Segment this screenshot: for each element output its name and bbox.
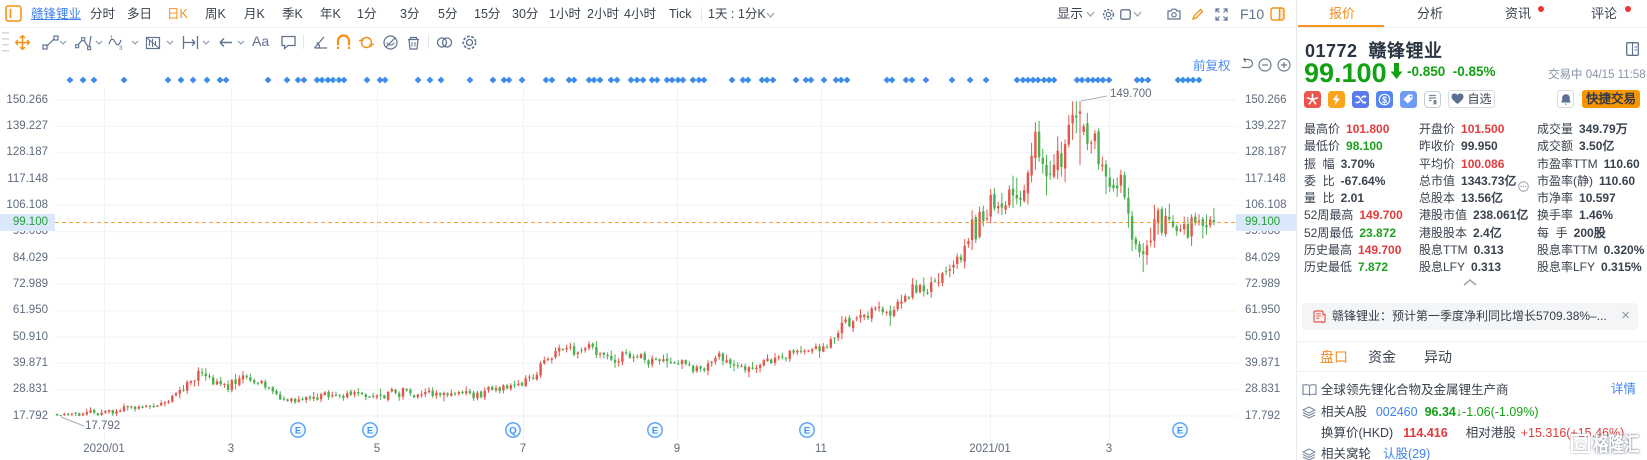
svg-text:E: E bbox=[1177, 426, 1183, 437]
svg-text:E: E bbox=[295, 426, 301, 437]
svg-text:3: 3 bbox=[119, 46, 123, 51]
svg-text:Q: Q bbox=[509, 426, 516, 437]
svg-text:1: 1 bbox=[110, 36, 114, 42]
svg-text:E: E bbox=[652, 426, 658, 437]
svg-text:E: E bbox=[367, 426, 373, 437]
svg-text:E: E bbox=[804, 426, 810, 437]
svg-text:$: $ bbox=[1382, 95, 1387, 105]
